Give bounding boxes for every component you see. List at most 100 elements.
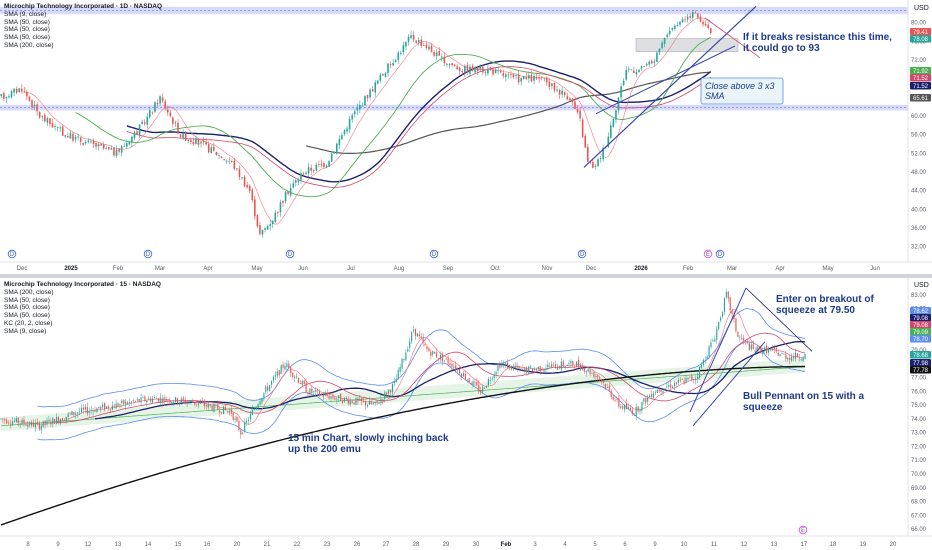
intraday-candle-body bbox=[654, 392, 656, 394]
intraday-price-label: 78.68 bbox=[913, 353, 929, 359]
kc-lower-band bbox=[37, 341, 805, 441]
intraday-y-tick: 72.00 bbox=[911, 444, 927, 450]
dividend-marker-icon bbox=[429, 249, 439, 259]
intraday-candle-body bbox=[645, 398, 647, 403]
intraday-candle-body bbox=[543, 369, 545, 372]
daily-candle-body bbox=[382, 74, 384, 76]
intraday-candle-body bbox=[6, 419, 8, 424]
intraday-y-tick: 77.00 bbox=[911, 376, 927, 382]
intraday-y-tick: 73.00 bbox=[911, 431, 927, 437]
intraday-candle-body bbox=[720, 317, 722, 321]
intraday-candle-body bbox=[576, 361, 578, 367]
intraday-candle-body bbox=[11, 421, 14, 426]
intraday-candle-body bbox=[698, 367, 701, 378]
intraday-candle-body bbox=[771, 348, 773, 350]
daily-candle-body bbox=[256, 215, 259, 227]
daily-candle-body bbox=[164, 101, 166, 109]
intraday-legend-sma50-c[interactable]: SMA (50, close) bbox=[4, 312, 50, 320]
intraday-candle-body bbox=[161, 398, 163, 403]
intraday-candle-body bbox=[528, 366, 530, 374]
daily-x-tick: Mar bbox=[155, 266, 165, 272]
daily-candle-body bbox=[558, 90, 561, 95]
daily-candle-body bbox=[205, 142, 207, 145]
daily-legend-sma50-b[interactable]: SMA (50, close) bbox=[4, 26, 50, 34]
intraday-candle-body bbox=[643, 398, 645, 402]
intraday-x-tick: 16 bbox=[204, 542, 211, 548]
intraday-candle-body bbox=[199, 402, 202, 404]
intraday-candle-body bbox=[270, 381, 273, 385]
daily-legend-sma9[interactable]: SMA (9, close) bbox=[4, 10, 47, 18]
intraday-candle-body bbox=[341, 400, 344, 403]
daily-candle-body bbox=[653, 61, 656, 63]
daily-candle-body bbox=[131, 136, 133, 143]
intraday-candle-body bbox=[414, 328, 417, 336]
daily-candle-body bbox=[548, 81, 551, 88]
daily-candle-body bbox=[305, 172, 307, 175]
intraday-candle-body bbox=[560, 361, 562, 370]
intraday-legend-sma9[interactable]: SMA (9, close) bbox=[4, 327, 47, 335]
intraday-x-tick: 22 bbox=[294, 542, 301, 548]
daily-chart-panel[interactable]: 80.0076.0072.0068.0064.0060.0056.0052.00… bbox=[0, 0, 932, 274]
daily-candle-body bbox=[156, 102, 159, 105]
pennant-upper-left bbox=[689, 287, 747, 413]
daily-annotation-resistance: If it breaks resistance this time, it co… bbox=[743, 32, 892, 54]
intraday-candle-body bbox=[436, 352, 438, 358]
panel-separator[interactable] bbox=[0, 274, 932, 278]
daily-legend-sma50-a[interactable]: SMA (50, close) bbox=[4, 18, 50, 26]
daily-legend-sma200[interactable]: SMA (200, close) bbox=[4, 41, 54, 49]
daily-candle-body bbox=[159, 96, 161, 104]
intraday-y-tick: 68.00 bbox=[911, 500, 927, 506]
intraday-candle-body bbox=[708, 346, 710, 357]
intraday-candle-body bbox=[290, 367, 292, 374]
intraday-candle-body bbox=[602, 381, 605, 383]
daily-candle-body bbox=[72, 133, 74, 141]
intraday-candle-body bbox=[151, 398, 154, 403]
intraday-candle-body bbox=[752, 344, 754, 350]
intraday-legend-sma50-a[interactable]: SMA (50, close) bbox=[4, 296, 50, 304]
daily-candle-body bbox=[433, 51, 435, 56]
intraday-candle-body bbox=[760, 347, 762, 354]
daily-candle-body bbox=[579, 110, 581, 119]
intraday-candle-body bbox=[460, 373, 463, 377]
daily-candle-body bbox=[397, 52, 400, 61]
daily-candle-body bbox=[100, 143, 102, 146]
intraday-chart-panel[interactable]: 83.0082.0081.0080.0079.0078.0077.0076.00… bbox=[0, 278, 932, 550]
intraday-candle-body bbox=[412, 329, 415, 331]
daily-candle-body bbox=[584, 135, 587, 148]
daily-candle-body bbox=[187, 139, 190, 141]
intraday-legend-sma200[interactable]: SMA (200, close) bbox=[4, 288, 54, 296]
daily-candle-body bbox=[287, 191, 289, 194]
intraday-y-tick: 74.00 bbox=[911, 417, 927, 423]
daily-candle-body bbox=[645, 63, 648, 66]
intraday-chart-svg[interactable]: 83.0082.0081.0080.0079.0078.0077.0076.00… bbox=[0, 278, 932, 550]
daily-candle-body bbox=[82, 143, 85, 145]
daily-legend-sma50-c[interactable]: SMA (50, close) bbox=[4, 34, 50, 42]
intraday-candle-body bbox=[315, 389, 317, 392]
intraday-x-tick: 20 bbox=[234, 542, 241, 548]
intraday-candle-body bbox=[301, 381, 303, 385]
intraday-candle-body bbox=[234, 418, 236, 420]
intraday-candle-body bbox=[497, 365, 499, 371]
daily-candle-body bbox=[525, 77, 528, 79]
intraday-candle-body bbox=[322, 395, 324, 397]
intraday-legend-kc[interactable]: KC (20, 2, close) bbox=[4, 319, 53, 327]
daily-candle-body bbox=[271, 220, 274, 225]
daily-chart-svg[interactable]: 80.0076.0072.0068.0064.0060.0056.0052.00… bbox=[0, 0, 932, 274]
intraday-candle-body bbox=[754, 350, 756, 352]
intraday-candle-body bbox=[109, 408, 111, 410]
intraday-candle-body bbox=[733, 314, 735, 320]
intraday-candle-body bbox=[743, 338, 745, 341]
daily-candle-body bbox=[13, 88, 15, 93]
daily-x-tick: 2026 bbox=[634, 266, 648, 272]
intraday-legend-sma50-b[interactable]: SMA (50, close) bbox=[4, 304, 50, 312]
daily-candle-body bbox=[612, 118, 615, 127]
daily-candle-body bbox=[451, 63, 453, 66]
intraday-candle-body bbox=[729, 297, 731, 311]
intraday-candle-body bbox=[537, 366, 539, 369]
daily-candle-body bbox=[143, 122, 146, 124]
intraday-candle-body bbox=[539, 366, 541, 371]
daily-candle-body bbox=[402, 45, 405, 52]
intraday-candle-body bbox=[570, 360, 572, 364]
daily-candle-body bbox=[510, 74, 512, 76]
daily-candle-body bbox=[261, 229, 264, 235]
